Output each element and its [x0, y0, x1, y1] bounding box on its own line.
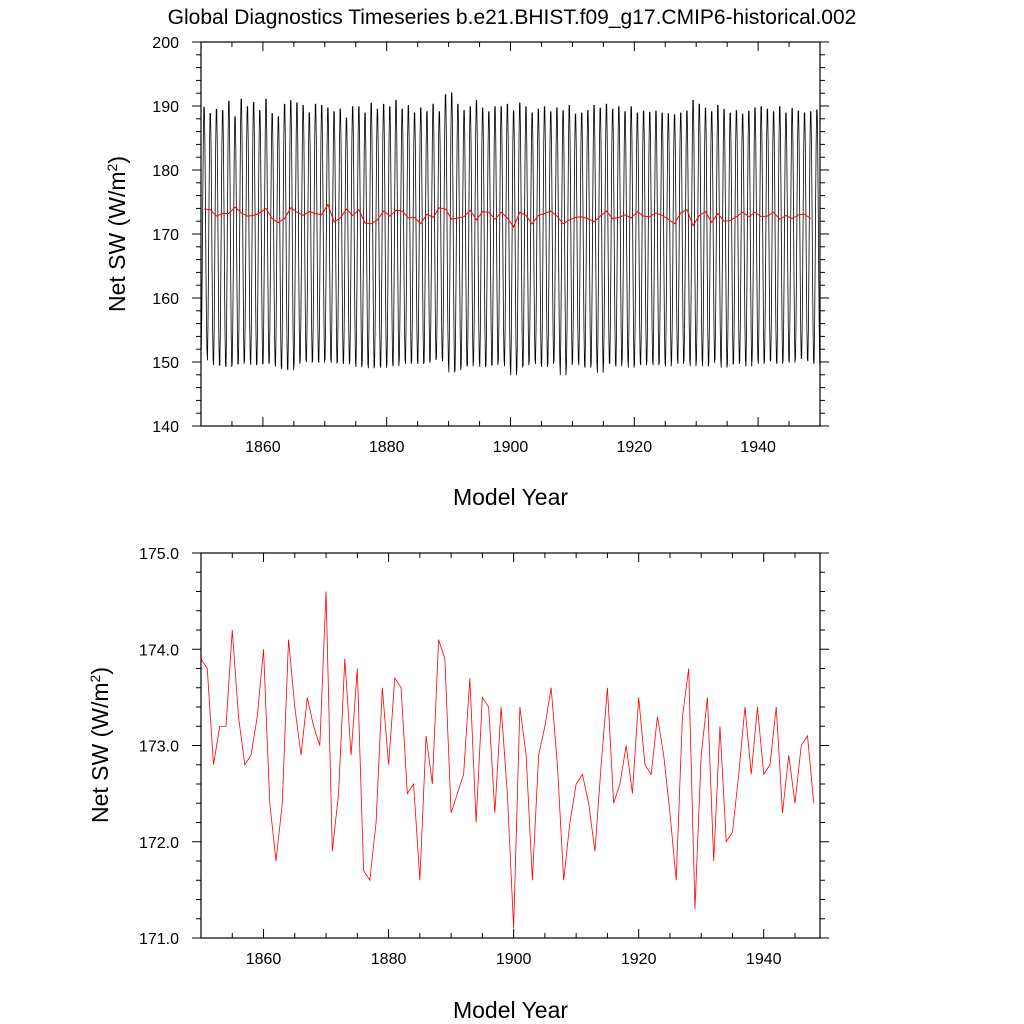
- bottom-x-tick-label: 1940: [746, 951, 782, 968]
- bottom-x-axis-title: Model Year: [453, 997, 568, 1023]
- bottom-y-axis-title-suffix: ): [87, 667, 113, 675]
- top-x-tick-label: 1940: [740, 439, 776, 456]
- top-panel: 1860 1880 1900 1920 1940 140 150 160 170 180 190 20…: [104, 35, 829, 510]
- top-x-tick-label: 1900: [493, 439, 529, 456]
- bottom-x-tick-label: 1860: [246, 951, 282, 968]
- top-x-tick-label: 1860: [245, 439, 281, 456]
- bottom-y-axis-title-sup: 2: [87, 674, 103, 682]
- top-x-axis-title: Model Year: [453, 484, 568, 510]
- top-y-tick-label: 150: [152, 355, 179, 372]
- top-y-tick-label: 180: [152, 163, 179, 180]
- top-y-tick-label: 160: [152, 291, 179, 308]
- bottom-y-tick-label: 173.0: [139, 739, 179, 756]
- figure-title: Global Diagnostics Timeseries b.e21.BHIS…: [168, 6, 857, 29]
- bottom-y-tick-label: 171.0: [139, 931, 179, 948]
- bottom-y-tick-label: 174.0: [139, 642, 179, 659]
- top-x-tick-label: 1880: [369, 439, 405, 456]
- top-monthly-series-line: [200, 92, 821, 376]
- bottom-y-tick-label: 172.0: [139, 835, 179, 852]
- bottom-plot-frame: [200, 552, 821, 939]
- top-x-tick-label: 1920: [617, 439, 653, 456]
- top-y-tick-label: 200: [152, 35, 179, 52]
- bottom-tick-labels: 1860 1880 1900 1920 1940 171.0 172.0 173.0 174.0…: [139, 546, 782, 968]
- top-y-tick-label: 140: [152, 419, 179, 436]
- top-plot-frame: [200, 41, 821, 427]
- bottom-x-tick-label: 1920: [621, 951, 657, 968]
- top-y-axis-title-sup: 2: [104, 163, 120, 171]
- bottom-y-tick-label: 175.0: [139, 546, 179, 563]
- bottom-panel: 1860 1880 1900 1920 1940 171.0 172.0 173.0 174.0…: [87, 546, 829, 1023]
- bottom-x-tick-label: 1880: [371, 951, 407, 968]
- bottom-x-tick-label: 1900: [496, 951, 532, 968]
- top-annual-mean-line: [204, 203, 812, 228]
- top-y-axis-title-suffix: ): [104, 156, 130, 164]
- top-y-axis-title: Net SW (W/m2): [104, 156, 130, 312]
- bottom-y-axis-title-main: Net SW (W/m: [87, 682, 113, 823]
- bottom-annual-mean-line: [200, 591, 815, 929]
- top-y-axis-title-main: Net SW (W/m: [104, 171, 130, 312]
- bottom-y-axis-title: Net SW (W/m2): [87, 667, 113, 823]
- top-tick-labels: 1860 1880 1900 1920 1940 140 150 160 170 180 190 20…: [152, 35, 776, 456]
- top-y-tick-label: 170: [152, 227, 179, 244]
- top-y-tick-label: 190: [152, 99, 179, 116]
- bottom-ticks: [192, 552, 829, 939]
